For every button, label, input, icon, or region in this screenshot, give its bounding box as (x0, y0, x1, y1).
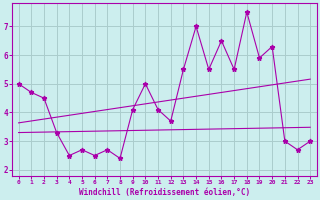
X-axis label: Windchill (Refroidissement éolien,°C): Windchill (Refroidissement éolien,°C) (79, 188, 250, 197)
